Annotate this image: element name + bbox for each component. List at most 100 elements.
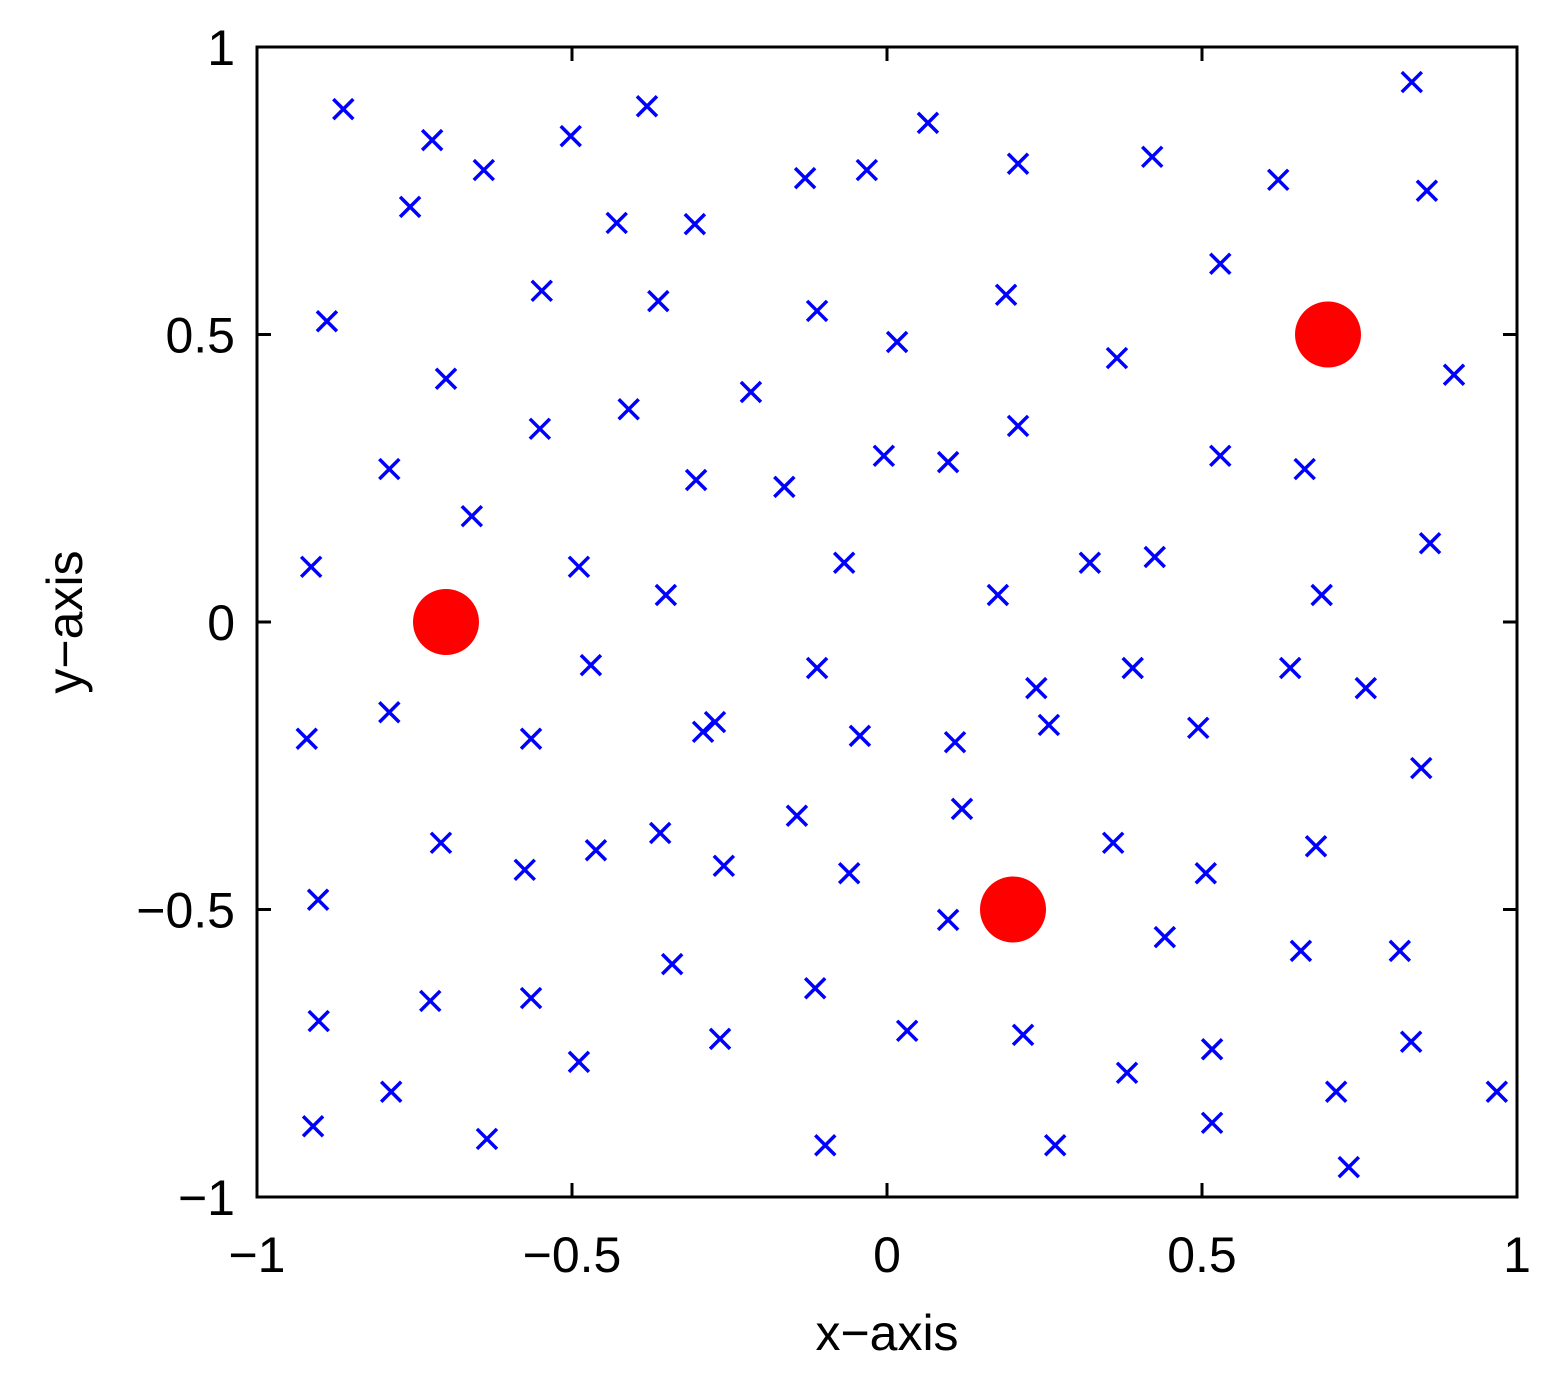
point	[936, 908, 960, 932]
point	[855, 158, 879, 182]
point	[1418, 531, 1442, 555]
point	[1105, 346, 1129, 370]
point	[739, 380, 763, 404]
point	[684, 468, 708, 492]
point	[1295, 301, 1361, 368]
point	[1485, 1080, 1509, 1104]
point	[635, 94, 659, 118]
point	[994, 283, 1018, 307]
point	[1043, 1134, 1067, 1157]
point	[936, 450, 960, 474]
y-tick-label: 1	[207, 20, 235, 76]
point	[1037, 713, 1061, 737]
point	[803, 977, 827, 1000]
point	[413, 589, 479, 655]
point	[567, 555, 591, 579]
point	[315, 310, 339, 333]
point	[584, 839, 608, 862]
point	[895, 1019, 919, 1043]
point	[530, 279, 553, 303]
point	[832, 551, 856, 575]
point	[691, 720, 715, 744]
x-tick-label: 0.5	[1167, 1227, 1237, 1283]
point	[660, 952, 684, 976]
point	[805, 299, 829, 323]
point	[378, 457, 401, 481]
point	[708, 1027, 732, 1051]
point	[943, 730, 967, 754]
point	[1354, 676, 1378, 700]
point	[872, 444, 896, 468]
point	[1289, 939, 1313, 963]
point	[648, 821, 672, 845]
point	[605, 211, 628, 235]
point	[567, 1050, 591, 1074]
point	[519, 727, 543, 750]
point	[1200, 1111, 1224, 1135]
point	[1025, 676, 1048, 700]
point	[1388, 939, 1412, 963]
point	[1153, 925, 1177, 949]
point	[306, 888, 330, 911]
point	[429, 831, 453, 855]
point	[814, 1134, 837, 1157]
point	[1140, 145, 1164, 169]
y-tick-label: −0.5	[136, 883, 235, 939]
point	[1006, 152, 1030, 175]
point	[398, 195, 422, 219]
point	[1078, 551, 1102, 575]
point	[1266, 168, 1290, 192]
point	[378, 701, 401, 724]
x-tick-label: −1	[228, 1227, 285, 1283]
point	[986, 583, 1010, 607]
point	[950, 797, 974, 821]
point	[916, 111, 940, 135]
point	[420, 128, 444, 152]
point	[683, 212, 707, 236]
point	[1410, 756, 1433, 780]
point	[1399, 1030, 1423, 1053]
point	[1209, 252, 1232, 276]
y-tick-label: 0.5	[165, 308, 235, 364]
point	[1006, 414, 1030, 438]
point	[654, 583, 678, 607]
point	[460, 504, 484, 528]
point	[848, 724, 872, 748]
point	[1337, 1155, 1361, 1179]
point	[1304, 835, 1328, 858]
x-tick-label: −0.5	[523, 1227, 622, 1283]
point	[472, 158, 496, 182]
point	[379, 1080, 403, 1104]
y-tick-label: −1	[178, 1170, 235, 1226]
point	[419, 989, 442, 1013]
point	[773, 475, 796, 499]
y-axis-label: y−axis	[37, 550, 93, 693]
point	[519, 986, 543, 1010]
point	[1121, 656, 1144, 680]
point	[295, 727, 319, 750]
point	[1400, 70, 1424, 94]
point	[434, 367, 458, 391]
point	[559, 124, 582, 148]
x-tick-label: 1	[1503, 1227, 1531, 1283]
point	[712, 854, 736, 878]
point	[299, 555, 323, 579]
point	[1310, 583, 1333, 607]
point	[793, 166, 817, 190]
point	[1101, 831, 1125, 855]
point	[980, 876, 1046, 943]
point	[617, 398, 640, 421]
point	[1115, 1061, 1139, 1085]
point	[1442, 363, 1466, 386]
point	[805, 656, 829, 680]
point	[1278, 656, 1302, 680]
point	[528, 417, 552, 441]
point	[475, 1127, 499, 1151]
point	[1200, 1037, 1224, 1061]
point	[1293, 457, 1316, 481]
point	[1415, 179, 1439, 202]
point	[647, 289, 670, 313]
point	[513, 858, 536, 882]
point	[1194, 862, 1218, 885]
